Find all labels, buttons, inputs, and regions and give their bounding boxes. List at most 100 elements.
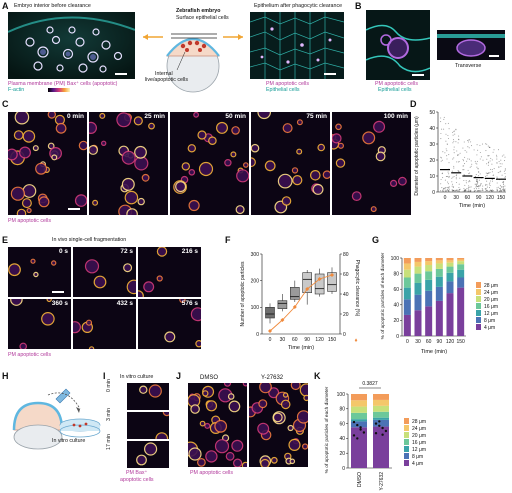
data-point — [496, 189, 498, 191]
apoptotic-particle — [22, 184, 37, 198]
bar-segment — [351, 427, 367, 468]
data-point — [454, 133, 456, 135]
data-point — [475, 186, 477, 188]
data-point — [475, 190, 477, 192]
data-point — [446, 187, 448, 189]
apoptotic-particle — [362, 131, 376, 145]
data-point — [475, 185, 477, 187]
apoptotic-particle — [35, 162, 48, 175]
apoptotic-particle — [162, 412, 169, 417]
bar-segment — [373, 399, 389, 406]
apoptotic-particle — [241, 461, 247, 467]
legend-swatch — [476, 303, 481, 309]
panel-e-caption: PM apoptotic cells — [8, 352, 51, 358]
data-point — [445, 187, 447, 189]
bar-segment — [435, 276, 443, 287]
y-axis-label-right: Phagocytic clearance (%) — [354, 260, 360, 317]
data-point — [497, 186, 499, 188]
y-tick-label: 80 — [393, 271, 399, 277]
timepoint-label: 576 s — [181, 300, 198, 307]
apoptotic-particle — [299, 383, 308, 397]
bar-segment — [425, 265, 433, 272]
panel-i-time-label: 17 min — [106, 434, 112, 450]
data-point — [463, 169, 465, 171]
data-point — [500, 170, 502, 172]
replicate-dot — [378, 424, 381, 427]
data-point — [477, 180, 479, 182]
data-point — [448, 128, 450, 130]
data-point — [463, 173, 465, 176]
y-axis-label: Number of apoptotic particles — [240, 261, 246, 327]
data-point — [489, 185, 491, 187]
apoptotic-particle — [19, 342, 27, 349]
panel-e-frame: 360 s — [8, 299, 71, 349]
data-point — [462, 160, 465, 162]
data-point — [453, 140, 455, 142]
embryo-schematic — [143, 33, 243, 93]
data-point — [440, 157, 443, 159]
data-point — [447, 181, 449, 183]
data-point — [481, 143, 484, 145]
data-point — [464, 156, 466, 158]
apoptotic-particle — [89, 121, 97, 134]
y-tick-label: 20 — [429, 158, 435, 164]
apoptotic-particle — [215, 121, 228, 134]
replicate-dot — [359, 428, 362, 431]
panel-b-micrograph — [366, 10, 430, 80]
apoptotic-particle — [397, 176, 407, 186]
data-point — [447, 122, 449, 124]
data-point — [478, 185, 480, 187]
data-point — [467, 146, 469, 148]
data-point — [476, 160, 478, 162]
data-point — [453, 165, 455, 167]
apoptotic-particle — [195, 340, 201, 348]
data-point — [446, 158, 448, 160]
apoptotic-particle — [287, 424, 294, 432]
data-point — [486, 189, 488, 191]
apoptotic-particle — [231, 126, 240, 135]
panel-j-frame — [249, 383, 308, 467]
data-point — [477, 186, 479, 188]
box — [302, 272, 312, 293]
replicate-dot — [356, 423, 359, 427]
data-point — [489, 182, 491, 184]
panel-b-caption-2: Epithelial cells — [378, 87, 412, 93]
bar-segment — [446, 293, 454, 336]
apoptotic-particle — [282, 123, 293, 134]
panel-e-frame-image — [138, 247, 201, 297]
y-axis-label: % of apoptotic particles of each diamete… — [380, 252, 386, 339]
data-point — [458, 161, 460, 163]
panel-j-frame-image — [249, 383, 308, 467]
transverse-label: Transverse — [455, 63, 482, 69]
panel-j-condition-label: DMSO — [200, 375, 218, 381]
apoptotic-particle — [121, 177, 135, 191]
p-value-label: 0.3827 — [362, 381, 378, 387]
data-point — [470, 165, 472, 167]
data-point — [464, 189, 466, 191]
apoptotic-particle — [190, 404, 200, 414]
apoptotic-particle — [143, 281, 155, 293]
apoptotic-particle — [198, 161, 214, 177]
clearance-point — [280, 318, 285, 322]
data-point — [486, 158, 488, 160]
data-point — [501, 155, 503, 157]
apoptotic-particle — [33, 271, 39, 278]
bar-segment — [373, 394, 389, 400]
clearance-point — [330, 273, 334, 277]
replicate-dot — [362, 431, 366, 434]
bar-segment — [457, 258, 465, 260]
data-point — [503, 154, 505, 156]
apoptotic-particle — [317, 143, 326, 152]
data-point — [475, 162, 477, 164]
x-tick-label: 120 — [446, 339, 455, 345]
data-point — [441, 190, 444, 192]
data-point — [479, 158, 481, 160]
bar-segment — [351, 412, 367, 420]
apoptotic-particle — [205, 400, 218, 412]
data-point — [462, 158, 464, 161]
apoptotic-particle — [116, 112, 132, 128]
data-point — [458, 135, 460, 137]
apoptotic-particle — [291, 167, 299, 174]
data-point — [468, 185, 470, 187]
x-tick-label: 60 — [465, 195, 471, 201]
